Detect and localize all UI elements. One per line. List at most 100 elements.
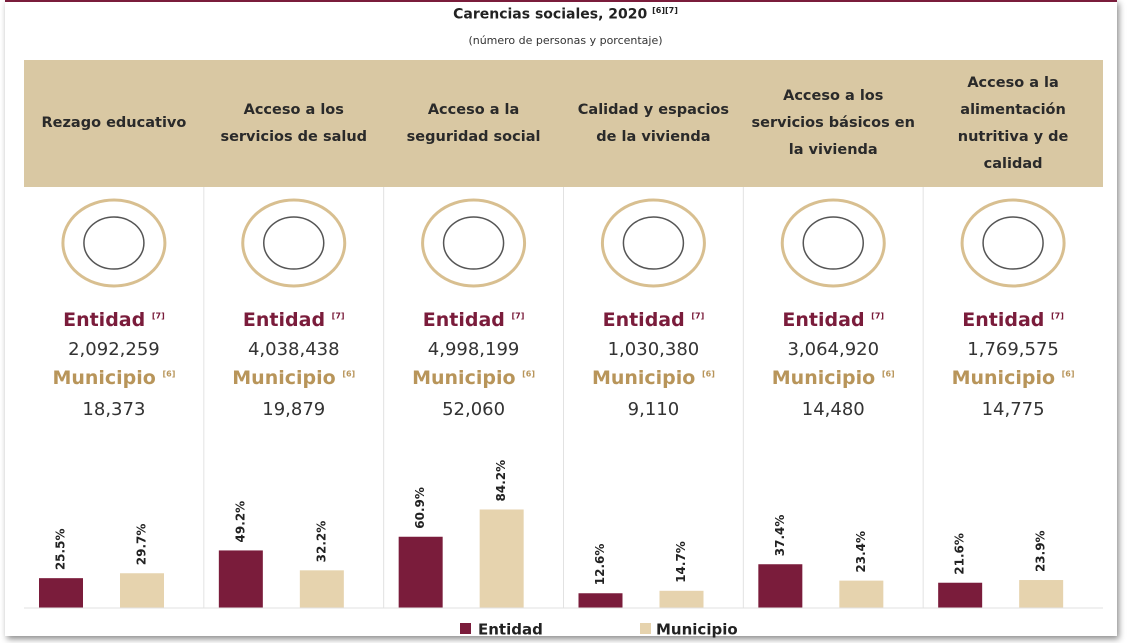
bar bbox=[758, 564, 803, 608]
bar bbox=[479, 509, 524, 608]
ref: [6] bbox=[162, 369, 176, 379]
title-refs: [6][7] bbox=[652, 6, 678, 15]
count-label: Entidad [7] bbox=[923, 309, 1103, 331]
value-label: 25.5% bbox=[54, 529, 68, 571]
value-label: 12.6% bbox=[593, 544, 607, 586]
value-label: 32.2% bbox=[314, 521, 328, 563]
column-header: Acceso a los servicios básicos en la viv… bbox=[751, 88, 915, 158]
column-header: Acceso a los servicios de salud bbox=[220, 101, 368, 145]
ref: [7] bbox=[511, 311, 525, 321]
value-label: 84.2% bbox=[494, 460, 508, 502]
count: 3,064,920 bbox=[787, 339, 880, 360]
count-label: Municipio [6] bbox=[743, 367, 923, 389]
bar bbox=[218, 550, 263, 608]
label: Municipio bbox=[52, 367, 156, 389]
icon-inner bbox=[442, 216, 505, 270]
count: 14,775 bbox=[981, 399, 1045, 420]
ref: [7] bbox=[871, 311, 885, 321]
label: Municipio bbox=[232, 367, 336, 389]
icon-inner bbox=[622, 216, 685, 270]
count-label: Municipio [6] bbox=[564, 367, 744, 389]
value-label: 14.7% bbox=[674, 541, 688, 583]
value-label: 21.6% bbox=[953, 533, 967, 575]
ref: [6] bbox=[342, 369, 356, 379]
ref: [7] bbox=[151, 311, 165, 321]
ref: [7] bbox=[1051, 311, 1064, 321]
column-header: Calidad y espacios de la vivienda bbox=[577, 101, 730, 145]
ref: [6] bbox=[701, 369, 715, 379]
bar bbox=[299, 570, 344, 608]
ref: [6] bbox=[522, 369, 536, 379]
label: Entidad bbox=[63, 309, 146, 331]
count: 4,038,438 bbox=[247, 339, 340, 360]
count: 2,092,259 bbox=[68, 339, 160, 360]
bar bbox=[39, 578, 83, 608]
count: 19,879 bbox=[262, 399, 326, 420]
icon-inner bbox=[802, 216, 864, 270]
column-header: Rezago educativo bbox=[41, 115, 187, 131]
title: Carencias sociales, 2020 bbox=[453, 6, 648, 23]
icon-circle bbox=[421, 198, 527, 288]
icon-circle bbox=[780, 198, 886, 288]
value-label: 37.4% bbox=[773, 515, 787, 557]
label: Entidad bbox=[962, 309, 1045, 331]
count: 14,480 bbox=[801, 399, 865, 420]
count: 18,373 bbox=[82, 399, 146, 420]
count: 4,998,199 bbox=[427, 339, 520, 360]
label: Municipio bbox=[412, 367, 516, 389]
ref: [6] bbox=[881, 369, 895, 379]
bar bbox=[839, 580, 884, 608]
count-label: Municipio [6] bbox=[384, 367, 564, 389]
count-label: Entidad [7] bbox=[204, 309, 384, 331]
value-label: 49.2% bbox=[233, 501, 247, 543]
bar bbox=[578, 593, 623, 608]
legend-label: Entidad bbox=[478, 621, 543, 639]
legend-swatch bbox=[460, 623, 471, 634]
count: 1,769,575 bbox=[967, 339, 1059, 360]
count: 9,110 bbox=[627, 399, 680, 420]
count-label: Entidad [7] bbox=[564, 309, 744, 331]
bar bbox=[938, 582, 983, 608]
legend-label: Municipio bbox=[656, 621, 738, 639]
header-band bbox=[24, 60, 1103, 187]
label: Entidad bbox=[782, 309, 865, 331]
icon-inner bbox=[263, 216, 325, 270]
subtitle: (número de personas y porcentaje) bbox=[468, 34, 663, 47]
bar bbox=[120, 573, 164, 608]
bar bbox=[1019, 580, 1064, 608]
icon-circle bbox=[960, 198, 1066, 288]
bar bbox=[398, 536, 443, 608]
label: Entidad bbox=[242, 309, 326, 331]
count-label: Entidad [7] bbox=[384, 309, 564, 331]
label: Entidad bbox=[602, 309, 685, 331]
icon-inner bbox=[83, 216, 145, 270]
count: 52,060 bbox=[442, 399, 506, 420]
ref: [6] bbox=[1061, 369, 1075, 379]
icon-circle bbox=[241, 198, 347, 288]
icon-inner bbox=[982, 216, 1044, 270]
ref: [7] bbox=[331, 311, 345, 321]
bar bbox=[659, 590, 704, 608]
value-label: 29.7% bbox=[135, 524, 149, 566]
icon-circle bbox=[600, 198, 706, 288]
label: Municipio bbox=[591, 367, 696, 389]
title-block: Carencias sociales, 2020 [6][7] bbox=[0, 6, 1131, 23]
count-label: Municipio [6] bbox=[204, 367, 384, 389]
count-label: Entidad [7] bbox=[743, 309, 923, 331]
count: 1,030,380 bbox=[607, 339, 700, 360]
count-label: Municipio [6] bbox=[24, 367, 204, 389]
label: Municipio bbox=[951, 367, 1056, 389]
value-label: 23.9% bbox=[1034, 530, 1048, 572]
value-label: 60.9% bbox=[413, 487, 427, 529]
ref: [7] bbox=[691, 311, 705, 321]
column-header: Acceso a la seguridad social bbox=[406, 101, 541, 145]
count-label: Entidad [7] bbox=[24, 309, 204, 331]
value-label: 23.4% bbox=[854, 531, 868, 573]
icon-circle bbox=[61, 198, 167, 288]
legend-swatch bbox=[640, 623, 651, 634]
label: Municipio bbox=[771, 367, 876, 389]
column-header: Acceso a la alimentación nutritiva y de … bbox=[957, 74, 1069, 172]
count-label: Municipio [6] bbox=[923, 367, 1103, 389]
